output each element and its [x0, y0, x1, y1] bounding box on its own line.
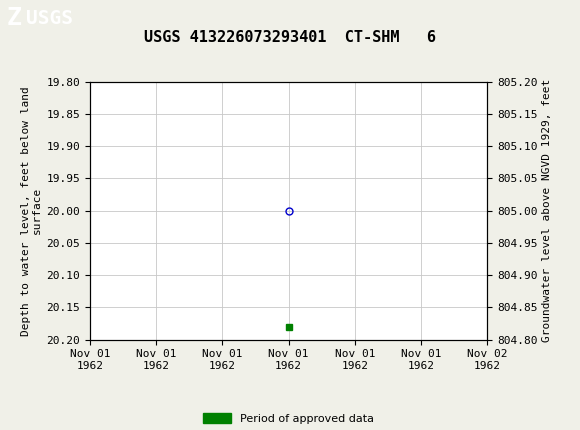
Text: Z: Z — [7, 6, 22, 30]
Text: USGS 413226073293401  CT-SHM   6: USGS 413226073293401 CT-SHM 6 — [144, 30, 436, 45]
Y-axis label: Depth to water level, feet below land
surface: Depth to water level, feet below land su… — [21, 86, 42, 335]
Legend: Period of approved data: Period of approved data — [199, 409, 378, 428]
Y-axis label: Groundwater level above NGVD 1929, feet: Groundwater level above NGVD 1929, feet — [542, 79, 552, 342]
Text: USGS: USGS — [26, 9, 73, 28]
